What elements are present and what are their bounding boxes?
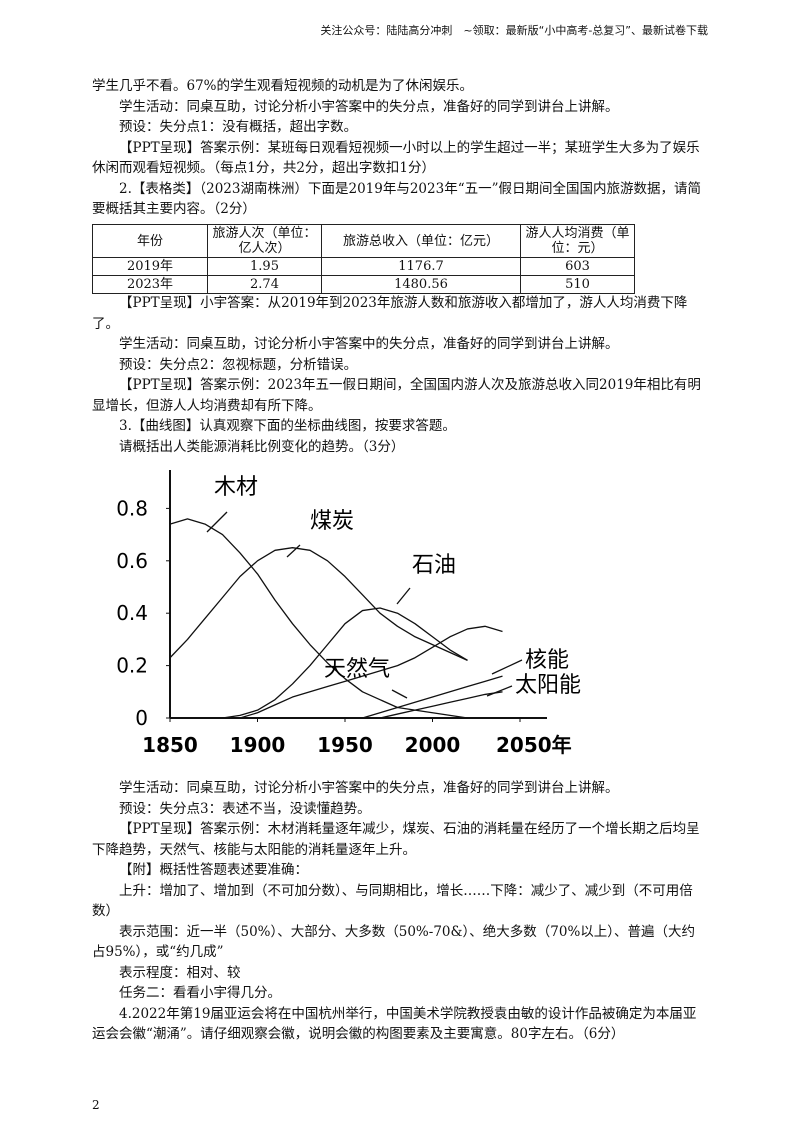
paragraph: 4.2022年第19届亚运会将在中国杭州举行，中国美术学院教授袁由敏的设计作品被… bbox=[92, 1005, 697, 1043]
table-row: 2019年 1.95 1176.7 603 bbox=[92, 257, 635, 276]
table-cell: 2023年 bbox=[92, 275, 208, 294]
page-number: 2 bbox=[92, 1098, 100, 1112]
leader-line bbox=[491, 659, 523, 675]
text-block: 学生活动：同桌互助，讨论分析小宇答案中的失分点，准备好的同学到讲台上讲解。 预设：… bbox=[92, 778, 708, 1045]
table: 年份 旅游人次（单位：亿人次） 旅游总收入（单位：亿元） 游人人均消费（单位：元） 20… bbox=[92, 224, 635, 294]
paragraph: 表示程度：相对、较 bbox=[119, 964, 241, 981]
table-header-cell: 旅游总收入（单位：亿元） bbox=[321, 224, 521, 258]
line-series bbox=[362, 675, 503, 719]
paragraph: 【PPT呈现】答案示例：2023年五一假日期间，全国国内游人次及旅游总收入同20… bbox=[92, 377, 701, 414]
table-header-cell: 年份 bbox=[92, 224, 208, 258]
line-series bbox=[222, 607, 468, 719]
y-tick-label: 0.8 bbox=[116, 496, 148, 520]
line-series bbox=[169, 518, 468, 719]
paragraph: 请概括出人类能源消耗比例变化的趋势。（3分） bbox=[119, 438, 405, 455]
chart: 0 0.2 0.4 0.6 0.8 1850 1900 1950 2000 2050年 木材煤炭石油… bbox=[116, 470, 581, 757]
paragraph: 预设：失分点3：表述不当，没读懂趋势。 bbox=[119, 800, 371, 817]
table-cell: 2019年 bbox=[92, 257, 208, 276]
table-header-cell: 旅游人次（单位：亿人次） bbox=[207, 224, 322, 258]
paragraph: 【附】概括性答题表述要准确： bbox=[119, 862, 308, 878]
series-label: 核能 bbox=[525, 648, 569, 673]
paragraph: 【PPT呈现】答案示例：某班每日观看短视频一小时以上的学生超过一半；某班学生大多… bbox=[92, 139, 700, 177]
paragraph: 2.【表格类】（2023湖南株洲）下面是2019年与2023年“五一”假日期间全… bbox=[92, 180, 702, 218]
table-cell: 1.95 bbox=[207, 257, 322, 276]
paragraph: 预设：失分点2：忽视标题，分析错误。 bbox=[119, 356, 358, 373]
leader-line bbox=[391, 689, 408, 699]
paragraph: 学生活动：同桌互助，讨论分析小宇答案中的失分点，准备好的同学到讲台上讲解。 bbox=[119, 98, 619, 115]
table-cell: 1480.56 bbox=[321, 275, 521, 294]
paragraph: 【PPT呈现】答案示例：木材消耗量逐年减少，煤炭、石油的消耗量在经历了一个增长期… bbox=[92, 821, 700, 858]
paragraph: 学生几乎不看。67%的学生观看短视频的动机是为了休闲娱乐。 bbox=[92, 78, 474, 94]
leader-line bbox=[206, 511, 228, 533]
leader-line bbox=[396, 587, 411, 605]
x-tick-label: 2000 bbox=[405, 733, 461, 757]
x-tick-label: 1850 bbox=[142, 733, 198, 757]
table-header-row: 年份 旅游人次（单位：亿人次） 旅游总收入（单位：亿元） 游人人均消费（单位：元） bbox=[92, 224, 635, 258]
y-tick-label: 0 bbox=[135, 706, 148, 730]
line-series bbox=[169, 547, 468, 661]
leader-line bbox=[486, 685, 513, 697]
x-tick-label: 2050年 bbox=[496, 733, 572, 757]
table-cell: 1176.7 bbox=[321, 257, 521, 276]
line-series bbox=[239, 625, 503, 719]
paragraph: 学生活动：同桌互助，讨论分析小宇答案中的失分点，准备好的同学到讲台上讲解。 bbox=[119, 780, 619, 796]
series-label: 太阳能 bbox=[515, 673, 581, 698]
y-tick-label: 0.2 bbox=[116, 654, 148, 678]
series-label: 煤炭 bbox=[310, 509, 354, 534]
text-block: 学生几乎不看。67%的学生观看短视频的动机是为了休闲娱乐。学生活动：同桌互助，讨… bbox=[92, 76, 708, 220]
table-header-cell: 游人人均消费（单位：元） bbox=[520, 224, 635, 258]
text-block: 【PPT呈现】小宇答案：从2019年到2023年旅游人数和旅游收入都增加了，游人… bbox=[92, 293, 708, 457]
table-cell: 510 bbox=[520, 275, 635, 294]
line-series bbox=[379, 691, 503, 719]
paragraph: 【PPT呈现】小宇答案：从2019年到2023年旅游人数和旅游收入都增加了，游人… bbox=[92, 295, 688, 332]
series-label: 石油 bbox=[412, 553, 456, 578]
paragraph: 上升：增加了、增加到（不可加分数）、与同期相比，增长……下降：减少了、减少到（不… bbox=[92, 882, 693, 920]
table-cell: 603 bbox=[520, 257, 635, 276]
x-tick-label: 1950 bbox=[317, 733, 373, 757]
series-label: 木材 bbox=[214, 475, 258, 500]
leader-line bbox=[286, 544, 301, 558]
paragraph: 任务二：看看小宇得几分。 bbox=[119, 985, 281, 1001]
y-tick-label: 0.6 bbox=[116, 549, 148, 573]
series-label: 天然气 bbox=[324, 657, 390, 682]
table-cell: 2.74 bbox=[207, 275, 322, 294]
paragraph: 预设：失分点1：没有概括，超出字数。 bbox=[119, 119, 358, 135]
y-tick-label: 0.4 bbox=[116, 601, 148, 625]
x-tick-label: 1900 bbox=[230, 733, 286, 757]
paragraph: 3.【曲线图】认真观察下面的坐标曲线图，按要求答题。 bbox=[119, 418, 456, 434]
header: 关注公众号：陆陆高分冲刺 ~领取：最新版“小中高考-总复习”、最新试卷下载 bbox=[320, 24, 708, 37]
table-row: 2023年 2.74 1480.56 510 bbox=[92, 275, 635, 294]
paragraph: 学生活动：同桌互助，讨论分析小宇答案中的失分点，准备好的同学到讲台上讲解。 bbox=[119, 336, 619, 352]
paragraph: 表示范围：近一半（50%）、大部分、大多数（50%-70&）、绝大多数（70%以… bbox=[92, 923, 696, 961]
